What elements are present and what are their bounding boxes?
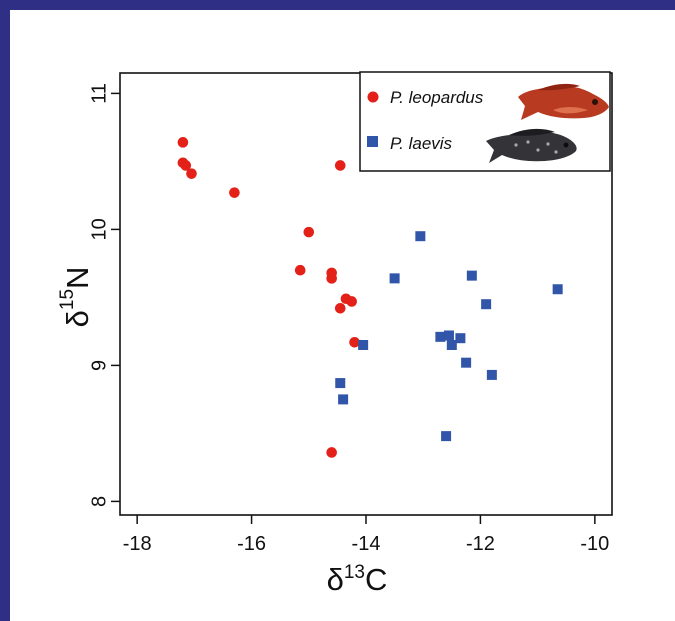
- x-tick-label: -16: [237, 533, 266, 555]
- leopardus-point: [180, 160, 192, 171]
- legend-label-laevis: P. laevis: [390, 134, 453, 153]
- laevis-point: [389, 273, 400, 284]
- laevis-point: [461, 357, 472, 368]
- leopardus-point: [186, 168, 197, 179]
- y-tick-label: 8: [88, 496, 110, 507]
- x-tick-label: -18: [123, 533, 152, 555]
- laevis-point: [552, 284, 563, 295]
- laevis-point: [486, 369, 497, 380]
- legend-label-leopardus: P. leopardus: [390, 88, 484, 107]
- y-tick-label: 9: [88, 360, 110, 371]
- laevis-point: [415, 231, 426, 242]
- y-tick-label: 10: [88, 218, 110, 240]
- x-tick-label: -10: [580, 533, 609, 555]
- laevis-point: [441, 431, 452, 442]
- laevis-point: [443, 330, 454, 341]
- legend-marker-leopardus: [367, 91, 379, 103]
- dark-fish-icon: [486, 128, 577, 163]
- laevis-point: [335, 378, 346, 389]
- leopardus-point: [294, 264, 306, 276]
- x-tick-label: -14: [352, 533, 381, 555]
- leopardus-point: [229, 187, 240, 198]
- legend: P. leopardus P. laevis: [359, 71, 611, 172]
- leopardus-point: [334, 160, 346, 171]
- laevis-point: [358, 340, 369, 350]
- laevis-point: [446, 340, 457, 350]
- leopardus-point: [346, 296, 357, 307]
- leopardus-point: [334, 302, 346, 314]
- laevis-point: [466, 270, 477, 281]
- x-tick-label: -12: [466, 533, 495, 555]
- y-tick-label: 11: [88, 83, 110, 104]
- laevis-point: [338, 394, 349, 405]
- leopardus-point: [326, 447, 337, 458]
- red-fish-icon: [518, 83, 609, 120]
- axes: -18 -16 -14 -12 -10 8 9 10 11: [88, 72, 613, 555]
- leopardus-point: [303, 226, 315, 238]
- y-axis-title: δ15N: [57, 267, 95, 328]
- leopardus-point: [326, 273, 337, 284]
- laevis-point: [455, 333, 466, 344]
- leopardus-point: [177, 137, 189, 148]
- laevis-point: [481, 299, 492, 310]
- legend-marker-laevis: [367, 136, 378, 147]
- svg-text:δ15N: δ15N: [57, 267, 95, 328]
- laevis-point: [435, 331, 446, 342]
- x-axis-title: δ13C: [327, 562, 388, 597]
- data-points: [177, 137, 563, 458]
- leopardus-point: [349, 336, 360, 348]
